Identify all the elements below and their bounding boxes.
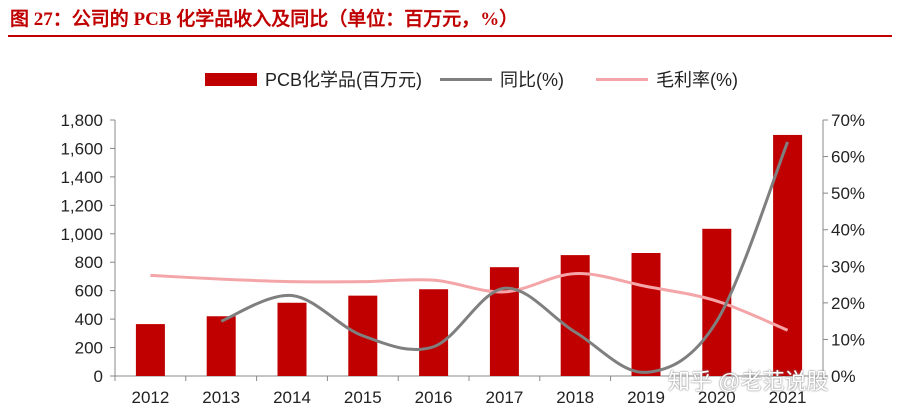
legend-label-yoy: 同比(%) [500, 70, 564, 90]
y-right-tick-label: 50% [831, 184, 865, 203]
watermark-text: 知乎 @老范说股 [668, 369, 829, 394]
legend-swatch-yoy [440, 77, 492, 81]
y-left-tick-label: 400 [75, 310, 103, 329]
line-gross-margin [150, 272, 789, 332]
bar-revenue-2021 [773, 134, 803, 376]
x-tick-label: 2012 [131, 388, 169, 407]
y-right-tick-label: 0% [831, 367, 856, 386]
figure-title: 图 27：公司的 PCB 化学品收入及同比（单位：百万元，%） [10, 9, 519, 30]
y-left-tick-label: 1,600 [60, 139, 103, 158]
line-yoy-growth [220, 141, 789, 374]
y-right-tick-label: 70% [831, 111, 865, 130]
x-tick-label: 2021 [769, 388, 807, 407]
x-tick-label: 2013 [202, 388, 240, 407]
y-left-tick-label: 1,000 [60, 225, 103, 244]
y-left-tick-label: 1,800 [60, 111, 103, 130]
bar-revenue-2017 [489, 267, 519, 376]
legend-label-margin: 毛利率(%) [656, 70, 738, 90]
legend-label-revenue: PCB化学品(百万元) [265, 70, 422, 90]
y-left-tick-label: 1,400 [60, 168, 103, 187]
y-left-tick-label: 600 [75, 282, 103, 301]
bar-revenue-2016 [419, 289, 449, 376]
bar-revenue-2014 [277, 302, 307, 376]
y-left-tick-label: 0 [94, 367, 103, 386]
legend-swatch-revenue [205, 72, 257, 86]
legend-item-revenue: PCB化学品(百万元) [205, 64, 422, 94]
x-tick-label: 2016 [415, 388, 453, 407]
x-tick-label: 2015 [344, 388, 382, 407]
x-tick-label: 2020 [698, 388, 736, 407]
x-tick-label: 2018 [556, 388, 594, 407]
title-underline [8, 35, 892, 37]
y-right-tick-label: 60% [831, 148, 865, 167]
y-left-tick-label: 800 [75, 253, 103, 272]
x-tick-label: 2014 [273, 388, 311, 407]
x-tick-label: 2019 [627, 388, 665, 407]
y-right-tick-label: 20% [831, 294, 865, 313]
legend-item-margin: 毛利率(%) [596, 64, 738, 94]
y-right-tick-label: 10% [831, 330, 865, 349]
x-tick-label: 2017 [485, 388, 523, 407]
bar-revenue-2019 [631, 252, 661, 376]
legend-item-yoy: 同比(%) [440, 64, 564, 94]
bar-revenue-2013 [206, 316, 236, 376]
y-left-tick-label: 200 [75, 339, 103, 358]
y-right-tick-label: 30% [831, 257, 865, 276]
legend-swatch-margin [596, 77, 648, 81]
y-right-tick-label: 40% [831, 221, 865, 240]
y-left-tick-label: 1,200 [60, 196, 103, 215]
chart-legend: PCB化学品(百万元) 同比(%) 毛利率(%) [0, 64, 900, 94]
bar-revenue-2012 [135, 324, 165, 376]
